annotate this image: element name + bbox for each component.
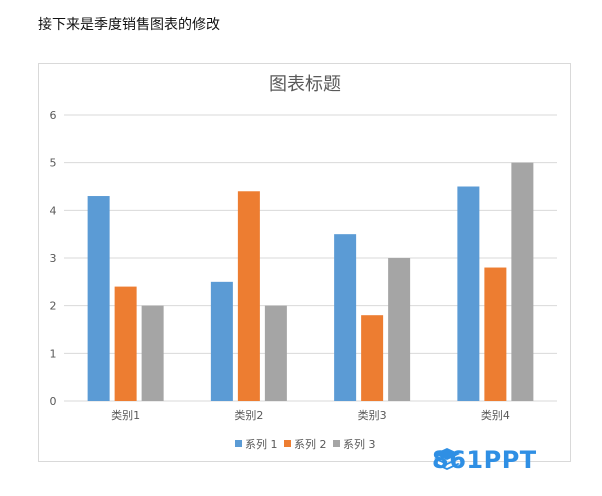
y-tick-label: 0: [50, 395, 57, 408]
legend-swatch: [235, 440, 242, 447]
chart-title[interactable]: 图表标题: [269, 74, 341, 95]
category-label: 类别1: [111, 408, 140, 422]
legend-swatch: [284, 440, 291, 447]
chart-area[interactable]: 图表标题 0 1 2 3 4 5 6 类别1 类别2 类别3 类别4 系列 1 系列 2 系列 3: [38, 63, 571, 462]
category-label: 类别2: [234, 408, 263, 422]
category-label: 类别4: [481, 408, 510, 422]
bar-series2-类别1[interactable]: [114, 286, 137, 401]
y-axis-ticks: 0 1 2 3 4 5 6: [50, 109, 57, 408]
legend: 系列 1 系列 2 系列 3: [235, 437, 376, 451]
y-tick-label: 6: [50, 109, 57, 122]
bar-series3-类别1[interactable]: [141, 305, 164, 401]
legend-label[interactable]: 系列 3: [343, 437, 376, 451]
watermark-logo: 861PPT: [432, 446, 537, 474]
legend-label[interactable]: 系列 2: [294, 437, 327, 451]
bar-series1-类别1[interactable]: [87, 196, 110, 401]
legend-label[interactable]: 系列 1: [245, 437, 278, 451]
gridlines: [64, 114, 557, 402]
bar-series1-类别2[interactable]: [210, 281, 233, 401]
y-tick-label: 1: [50, 347, 57, 360]
intro-text: 接下来是季度销售图表的修改: [38, 17, 220, 33]
bar-series1-类别3[interactable]: [334, 234, 357, 401]
bar-series3-类别2[interactable]: [264, 305, 287, 401]
bar-series3-类别4[interactable]: [511, 162, 534, 401]
bar-series1-类别4[interactable]: [457, 186, 480, 402]
bar-series2-类别4[interactable]: [484, 267, 507, 401]
y-tick-label: 5: [50, 157, 57, 170]
x-axis-categories: 类别1 类别2 类别3 类别4: [111, 408, 510, 422]
y-tick-label: 2: [50, 300, 57, 313]
bar-series3-类别3[interactable]: [388, 258, 411, 401]
y-tick-label: 4: [50, 204, 57, 217]
bars: [87, 162, 534, 402]
bar-chart: 图表标题 0 1 2 3 4 5 6 类别1 类别2 类别3 类别4 系列 1 系列 2 系列 3: [50, 74, 557, 451]
bar-series2-类别3[interactable]: [361, 315, 384, 401]
bar-series2-类别2[interactable]: [237, 191, 260, 401]
y-tick-label: 3: [50, 252, 57, 265]
category-label: 类别3: [358, 408, 387, 422]
legend-swatch: [333, 440, 340, 447]
layers-icon: [434, 448, 460, 470]
